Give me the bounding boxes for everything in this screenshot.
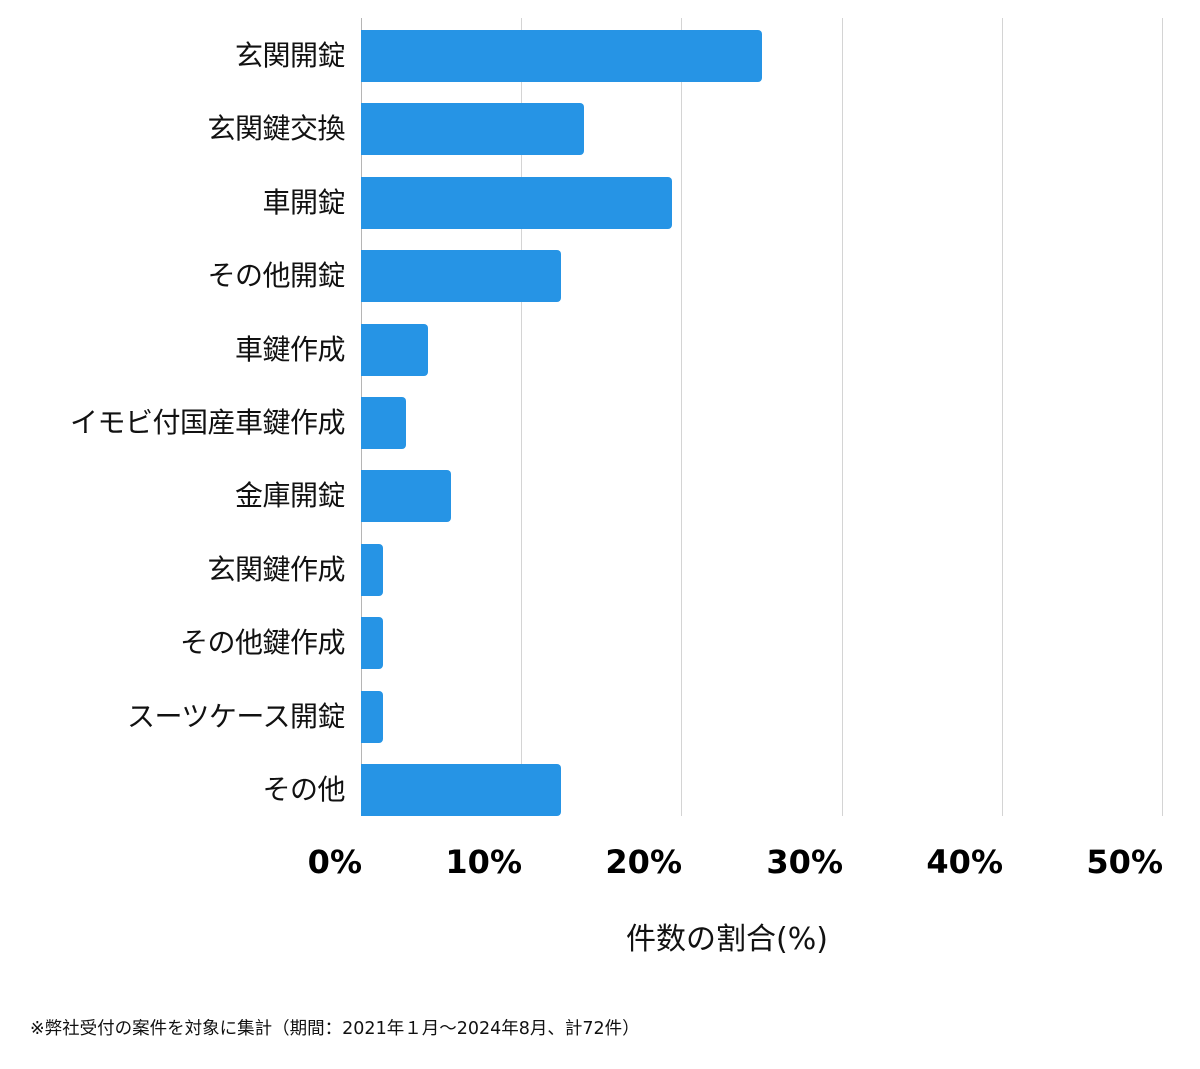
- bar: [361, 397, 406, 449]
- gridline: [521, 18, 522, 816]
- x-tick-label: 10%: [445, 843, 522, 881]
- x-tick-label: 0%: [307, 843, 362, 881]
- bar-row: その他鍵作成: [0, 617, 1200, 669]
- bar-row: その他: [0, 764, 1200, 816]
- category-label: 玄関鍵作成: [207, 553, 345, 586]
- gridline: [1002, 18, 1003, 816]
- bar: [361, 544, 383, 596]
- bar-row: 車鍵作成: [0, 324, 1200, 376]
- bar-row: 玄関開錠: [0, 30, 1200, 82]
- bar: [361, 30, 762, 82]
- category-label: 金庫開錠: [234, 479, 346, 512]
- bar-row: 金庫開錠: [0, 470, 1200, 522]
- x-tick-label: 20%: [605, 843, 682, 881]
- category-label: スーツケース開錠: [126, 700, 346, 733]
- bar-row: 車開錠: [0, 177, 1200, 229]
- gridline: [681, 18, 682, 816]
- bar: [361, 324, 428, 376]
- bar-row: イモビ付国産車鍵作成: [0, 397, 1200, 449]
- category-label: 車鍵作成: [234, 333, 346, 366]
- category-label: その他: [262, 773, 345, 806]
- gridline: [1162, 18, 1163, 816]
- bar-row: その他開錠: [0, 250, 1200, 302]
- bar: [361, 617, 383, 669]
- bar: [361, 764, 561, 816]
- bar: [361, 470, 451, 522]
- gridline: [842, 18, 843, 816]
- bar: [361, 103, 584, 155]
- bar: [361, 250, 561, 302]
- bar-row: 玄関鍵作成: [0, 544, 1200, 596]
- category-label: イモビ付国産車鍵作成: [69, 406, 346, 439]
- x-axis-label: 件数の割合(%): [626, 922, 828, 957]
- category-label: その他開錠: [207, 259, 345, 292]
- x-tick-label: 30%: [766, 843, 843, 881]
- category-label: 玄関開錠: [234, 39, 346, 72]
- bar: [361, 177, 672, 229]
- x-tick-label: 50%: [1086, 843, 1163, 881]
- category-label: 車開錠: [262, 186, 345, 219]
- footnote: ※弊社受付の案件を対象に集計（期間：2021年１月～2024年8月、計72件）: [30, 1019, 640, 1039]
- bar-row: 玄関鍵交換: [0, 103, 1200, 155]
- bar-row: スーツケース開錠: [0, 691, 1200, 743]
- category-label: 玄関鍵交換: [207, 112, 345, 145]
- bar: [361, 691, 383, 743]
- x-tick-label: 40%: [926, 843, 1003, 881]
- category-label: その他鍵作成: [179, 626, 346, 659]
